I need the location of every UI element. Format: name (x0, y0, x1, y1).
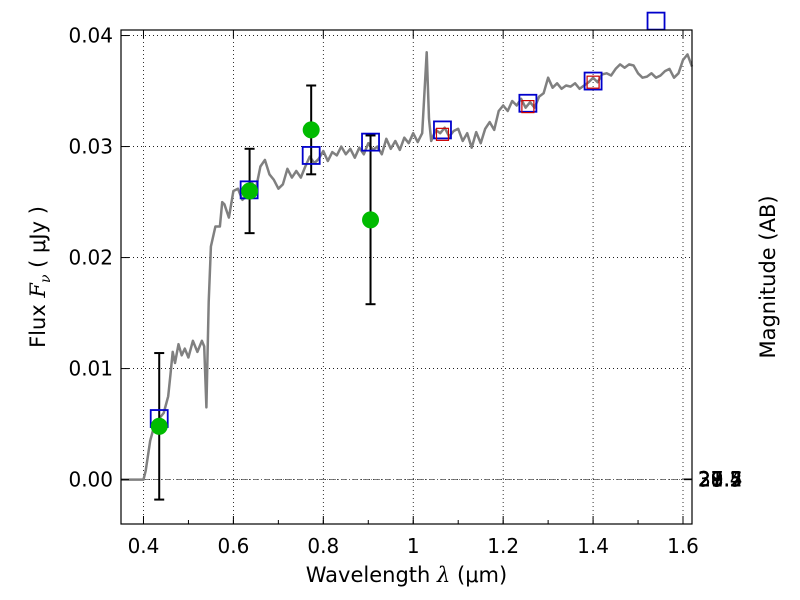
synthetic-photometry-square (521, 99, 535, 114)
y2-axis-label: Magnitude (AB) (756, 195, 780, 358)
observed-photometry-points (150, 121, 380, 435)
y-axis-label: Flux Fν ( μJy ) (26, 206, 54, 348)
sed-model-line (121, 50, 694, 481)
observed-point (362, 211, 380, 229)
mag-tick-label: 28 (698, 467, 723, 491)
observed-point (302, 121, 320, 139)
mag-tick-label: 30 (698, 468, 723, 492)
x-tick-label: 1.2 (487, 534, 519, 558)
y-axis-label-group: Flux Fν ( μJy ) (26, 206, 54, 348)
axis-ticks: 0.4 0.6 0.8 1 1.2 1.4 1.6 0.00 0.01 0.02 0.03 0.04 2… (68, 24, 742, 558)
model-photometry-square (518, 93, 538, 113)
x-tick-label: 0.4 (128, 534, 160, 558)
x-axis-label: Wavelength λ (μm) (306, 563, 507, 587)
mag-tick-label: 27.5 (698, 467, 743, 491)
y-axis-label-subscript: ν (38, 274, 54, 283)
model-photometry-square (301, 146, 321, 165)
x-axis-label-symbol: λ (436, 563, 450, 587)
y-tick-label: 0.01 (68, 357, 113, 381)
observed-point (241, 182, 259, 200)
x-axis-label-unit: (μm) (450, 563, 507, 587)
sed-model-spectrum (121, 50, 694, 481)
mag-tick-label: 27.4 (698, 467, 743, 491)
observed-point (150, 417, 168, 435)
model-photometry-square (646, 11, 666, 31)
y-tick-label: 0.03 (68, 135, 113, 159)
y-tick-label: 0.04 (68, 24, 113, 48)
y-axis-label-unit: ( μJy ) (26, 206, 50, 274)
plot-frame (120, 29, 693, 525)
x-axis-label-text: Wavelength (306, 563, 437, 587)
mag-tick-label: 29.5 (698, 468, 743, 492)
x-tick-label: 1.4 (577, 534, 609, 558)
model-photometry-square (433, 120, 452, 140)
synthetic-photometry-square (586, 75, 600, 89)
y2-axis-label-group: Magnitude (AB) (756, 195, 780, 358)
x-tick-label: 1.6 (667, 534, 699, 558)
x-tick-label: 0.8 (307, 534, 339, 558)
mag-tick-label: 28.2 (698, 467, 743, 491)
synthetic-photometry-square (435, 127, 450, 141)
model-photometry-square (583, 71, 603, 91)
x-tick-label: 1 (407, 534, 420, 558)
mag-tick-label: 27.7 (698, 467, 743, 491)
grid-lines (121, 30, 692, 524)
mag-tick-label: 31 (698, 468, 723, 492)
y-tick-label: 0.02 (68, 246, 113, 270)
axis-labels: Wavelength λ (μm) Flux Fν ( μJy ) Magnitud… (26, 195, 780, 587)
model-photometry-square (361, 132, 380, 152)
synthetic-photometry-squares (435, 75, 600, 141)
plot-border (120, 29, 693, 525)
model-photometry-squares (149, 11, 666, 428)
x-tick-label: 0.6 (217, 534, 249, 558)
y-axis-label-symbol: F (26, 282, 50, 299)
mag-tick-label: 29 (698, 467, 723, 491)
mag-tick-label: 28.5 (698, 467, 743, 491)
y-tick-label: 0.00 (68, 468, 113, 492)
y-axis-label-text: Flux (26, 298, 50, 348)
